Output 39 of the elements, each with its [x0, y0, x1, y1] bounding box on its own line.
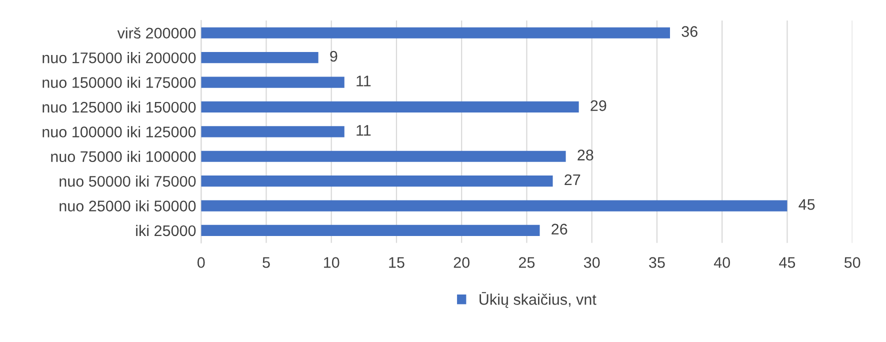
- bar: [201, 126, 344, 138]
- y-tick-label: nuo 25000 iki 50000: [60, 200, 196, 212]
- data-label: 9: [330, 50, 338, 62]
- data-label: 29: [590, 100, 606, 112]
- y-tick-label: virš 200000: [117, 27, 196, 39]
- x-tick-label: 5: [262, 257, 270, 268]
- x-tick-label: 35: [649, 257, 665, 268]
- data-label: 11: [356, 125, 371, 136]
- x-tick-label: 20: [454, 257, 470, 268]
- x-tick-label: 50: [844, 257, 860, 268]
- data-label: 36: [682, 26, 698, 37]
- y-tick-label: iki 25000: [136, 224, 196, 236]
- y-tick-label: nuo 100000 iki 125000: [42, 126, 196, 138]
- x-tick-label: 10: [324, 257, 340, 268]
- bar: [201, 76, 344, 88]
- data-label: 11: [356, 76, 371, 86]
- y-tick-label: nuo 125000 iki 150000: [42, 101, 196, 113]
- data-label: 27: [564, 174, 580, 186]
- y-tick-label: nuo 75000 iki 100000: [51, 150, 196, 162]
- bar: [201, 200, 788, 212]
- y-tick-label: nuo 150000 iki 175000: [42, 76, 196, 88]
- x-tick-label: 40: [714, 257, 730, 268]
- bar: [201, 101, 579, 113]
- x-tick-label: 45: [779, 257, 796, 268]
- legend-label: Ūkių skaičius, vnt: [480, 292, 596, 308]
- x-tick-label: 30: [584, 257, 600, 268]
- x-tick-label: 25: [519, 257, 535, 268]
- y-tick-label: nuo 50000 iki 75000: [60, 176, 196, 187]
- y-tick-label: nuo 175000 iki 200000: [42, 52, 196, 64]
- x-tick-label: 0: [197, 257, 205, 268]
- bar: [201, 52, 318, 64]
- bar: [201, 150, 566, 162]
- data-label: 45: [798, 199, 815, 210]
- bar: [201, 224, 540, 236]
- data-label: 26: [552, 224, 568, 235]
- data-label: 28: [578, 150, 594, 160]
- x-tick-label: 15: [389, 257, 404, 268]
- bar: [201, 176, 553, 187]
- bar: [201, 27, 670, 38]
